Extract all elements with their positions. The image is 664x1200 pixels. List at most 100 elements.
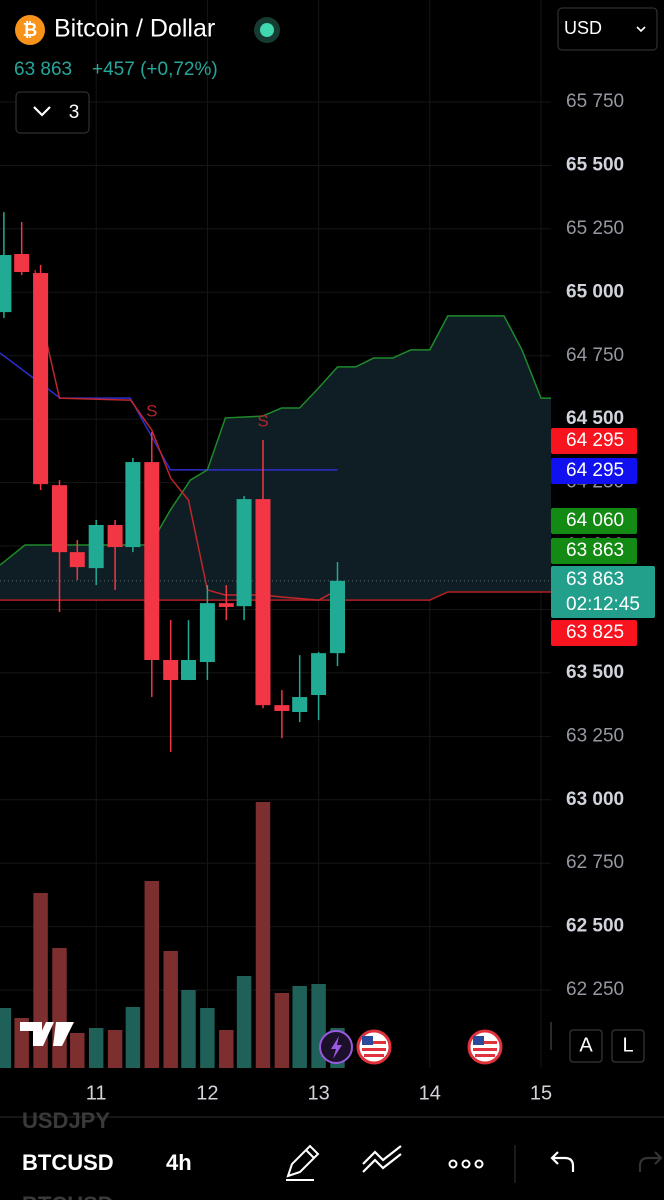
bitcoin-icon: [15, 15, 45, 45]
y-tick-label: 64 750: [566, 345, 624, 366]
candle-body: [311, 653, 327, 695]
indicator-count: 3: [69, 102, 80, 123]
market-status-dot: [260, 23, 274, 37]
y-tick-label: 65 500: [566, 154, 624, 175]
candle-body: [255, 499, 271, 706]
candle-body: [144, 462, 160, 660]
auto-scale-button[interactable]: [569, 1029, 603, 1063]
volume-bar: [70, 1033, 85, 1068]
price-tag: [551, 538, 637, 564]
undo-icon[interactable]: [550, 1151, 575, 1172]
cloud-fill: [0, 315, 551, 601]
volume-bar: [236, 976, 252, 1068]
chevron: [33, 106, 51, 117]
chart-overlays: A L: [20, 1022, 645, 1065]
candle-body: [236, 499, 252, 607]
indicators-toggle[interactable]: [15, 91, 90, 134]
header: ₿ Bitcoin / Dollar 63 863 +457 (+0,72%) …: [14, 7, 658, 134]
previous-symbol[interactable]: USDJPY: [22, 1108, 110, 1133]
us-event[interactable]: [467, 1029, 503, 1065]
price-tag: [551, 566, 655, 618]
interval[interactable]: 4h: [166, 1150, 192, 1175]
x-tick-label: 11: [86, 1082, 107, 1104]
y-tick-label: 63 000: [566, 789, 624, 810]
volume-bar: [144, 881, 160, 1068]
volume-bar: [255, 802, 271, 1068]
tradingview-logo[interactable]: [20, 1022, 74, 1046]
x-tick-label: 13: [307, 1082, 329, 1104]
more-icon[interactable]: [448, 1159, 484, 1169]
candle-body: [218, 603, 234, 607]
price-tag-label: 64 295: [566, 460, 624, 481]
volume-bar: [88, 1028, 104, 1068]
volume-bar: [200, 1008, 215, 1068]
candle-body: [199, 603, 215, 663]
symbol[interactable]: BTCUSD: [22, 1150, 114, 1175]
price-tag: [551, 620, 637, 646]
log-scale-button[interactable]: [611, 1029, 645, 1063]
price-tag-label: 63 825: [566, 622, 624, 643]
price-tag-label: 63 863: [566, 569, 624, 590]
price-tag: [551, 458, 637, 484]
volume-bar: [107, 1030, 123, 1068]
next-symbol[interactable]: BTCUSD: [22, 1192, 114, 1200]
currency: USD: [564, 18, 602, 38]
price-tag: [551, 428, 637, 454]
candle-body: [292, 697, 308, 712]
price-tag-label: 64 060: [566, 510, 624, 531]
price-tags: 64 295 64 295 64 060 63 863 63 863 02:12:45 63…: [551, 428, 655, 646]
y-tick-label: 63 250: [566, 725, 624, 746]
y-tick-label: 64 500: [566, 408, 624, 429]
countdown: 02:12:45: [566, 594, 640, 615]
dropdown-arrow: [636, 26, 646, 33]
price-tag-label: 63 863: [566, 540, 624, 561]
volume-bar: [125, 1007, 141, 1068]
us-event[interactable]: [356, 1029, 392, 1065]
candle-body: [0, 255, 12, 313]
signal-label: S: [257, 411, 268, 430]
y-tick-label: 65 250: [566, 218, 624, 239]
time-axis: 11 12 13 14 15: [86, 1082, 552, 1104]
y-tick-label: 65 000: [566, 281, 624, 302]
indicator-line: [0, 591, 551, 601]
price-tag-label: 64 295: [566, 430, 624, 451]
candle-body: [329, 580, 345, 654]
price-change: +457 (+0,72%): [92, 59, 218, 80]
y-tick-label: 62 500: [566, 916, 624, 937]
log-scale-label: L: [622, 1034, 633, 1056]
currency-select[interactable]: [557, 7, 658, 51]
x-tick-label: 12: [196, 1082, 218, 1104]
volume-bar: [181, 990, 196, 1068]
y-tick-label: 63 500: [566, 662, 624, 683]
candle-body: [125, 462, 141, 548]
bitcoin-glyph: ₿: [23, 20, 38, 40]
candle-body: [180, 659, 196, 681]
volume-bar: [274, 993, 290, 1068]
trend-icon[interactable]: [362, 1145, 402, 1173]
indicator-line: [0, 315, 551, 566]
auto-scale-label: A: [579, 1034, 593, 1056]
y-tick-label: 62 750: [566, 852, 624, 873]
x-tick-label: 14: [419, 1082, 441, 1104]
candle-body: [163, 659, 179, 681]
redo-icon[interactable]: [638, 1151, 663, 1172]
candle-body: [69, 552, 85, 568]
y-tick-label: 65 750: [566, 91, 624, 112]
candle-body: [88, 524, 104, 569]
toolbar-background: [0, 1132, 664, 1200]
price-tag: [551, 508, 637, 534]
y-tick-label: 62 250: [566, 979, 624, 1000]
draw-icon[interactable]: [286, 1144, 320, 1181]
volume-bar: [52, 948, 67, 1068]
signal-label: S: [146, 402, 157, 421]
candle-body: [14, 253, 30, 273]
toolbar: USDJPY BTCUSD 4h BTCUSD: [0, 1108, 664, 1200]
candle-body: [33, 273, 49, 485]
x-tick-label: 15: [530, 1082, 552, 1104]
volume-bar: [163, 951, 178, 1068]
candle-body: [51, 485, 67, 553]
volume-bar: [219, 1030, 234, 1068]
volume-bar: [0, 1008, 12, 1068]
symbol-title: Bitcoin / Dollar: [54, 15, 215, 43]
